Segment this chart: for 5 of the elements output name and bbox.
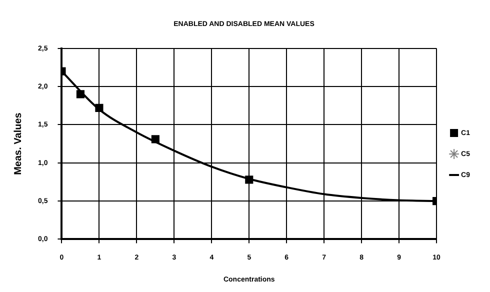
point <box>76 90 85 98</box>
y-axis-title: Meas. Values <box>12 112 24 175</box>
point <box>245 176 254 184</box>
point <box>151 135 160 144</box>
point <box>95 104 104 112</box>
